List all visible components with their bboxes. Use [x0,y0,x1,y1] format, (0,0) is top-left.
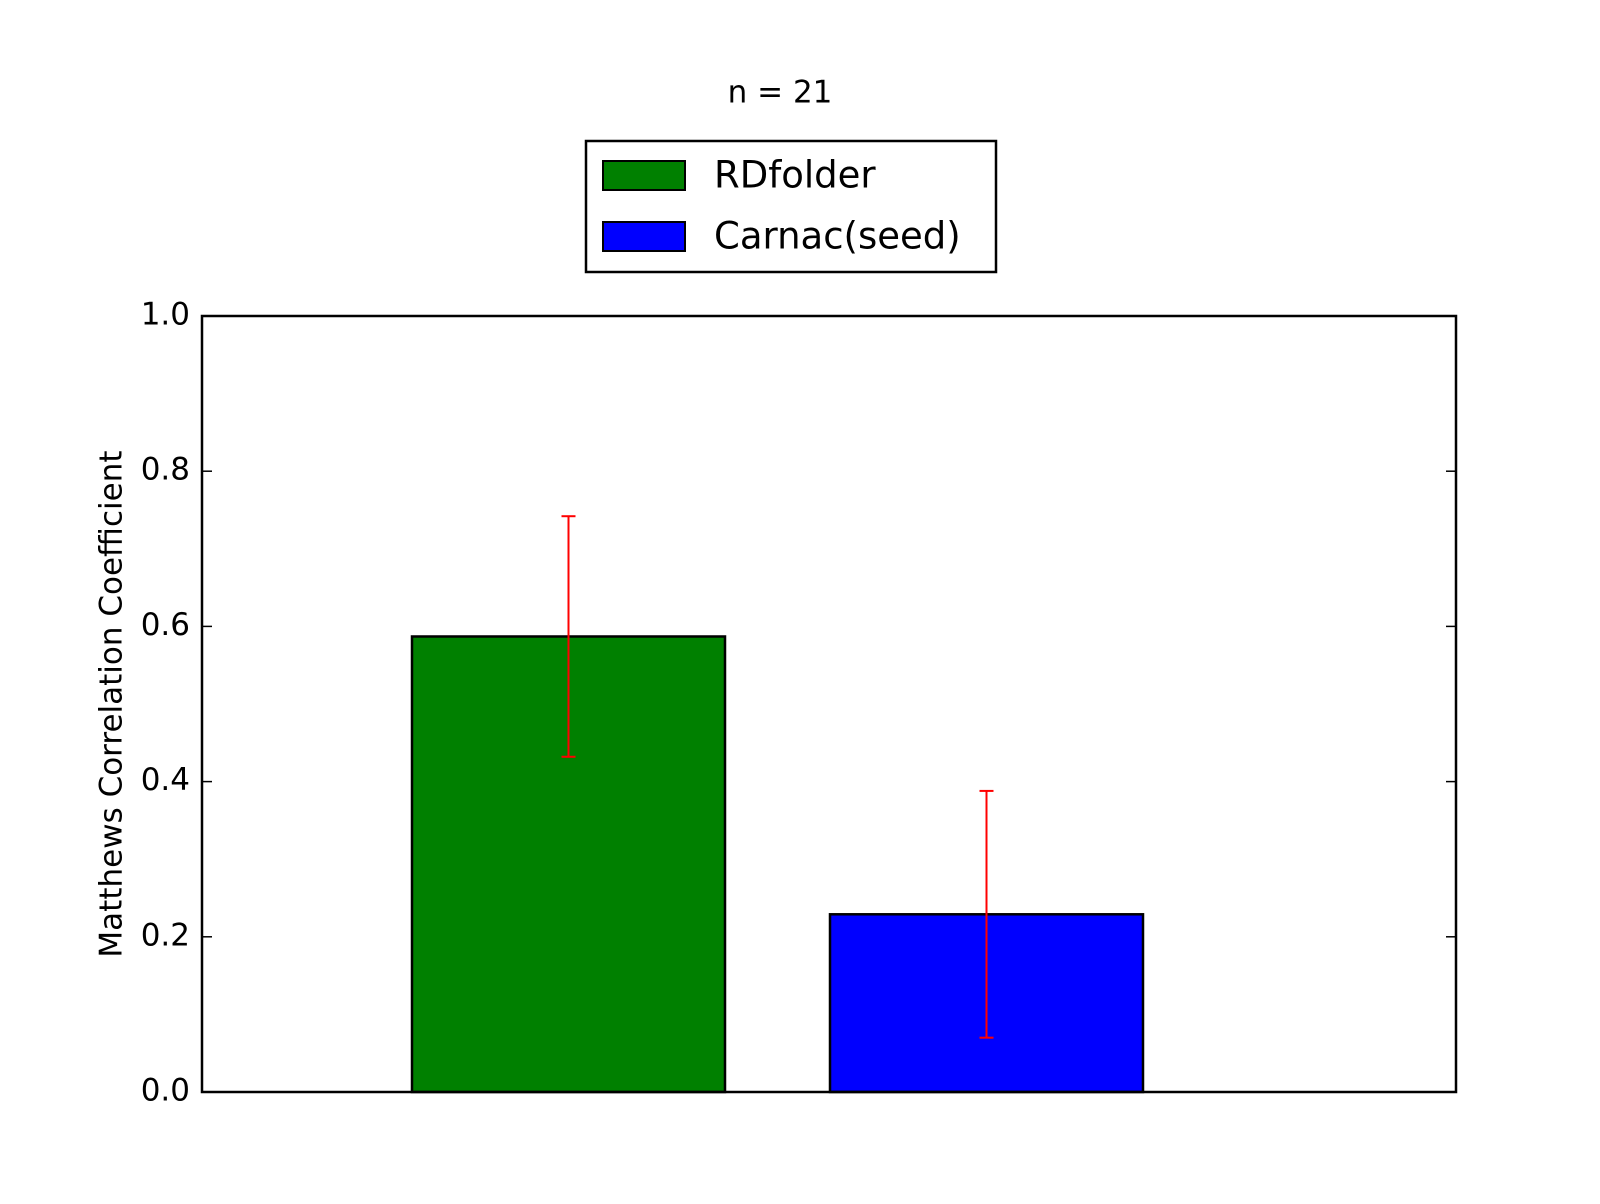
y-tick-label: 1.0 [141,297,190,333]
chart-title: n = 21 [728,75,833,111]
legend-label: RDfolder [714,154,876,197]
legend-label: Carnac(seed) [714,215,961,258]
y-tick-label: 0.6 [141,607,190,643]
y-axis-label: Matthews Correlation Coefficient [94,450,130,957]
legend-swatch [602,160,686,191]
legend-swatch [602,221,686,252]
y-tick-label: 0.8 [141,452,190,488]
y-tick-label: 0.2 [141,917,190,953]
y-tick-label: 0.0 [141,1073,190,1109]
plot-frame [200,314,1458,1094]
y-tick-label: 0.4 [141,762,190,798]
